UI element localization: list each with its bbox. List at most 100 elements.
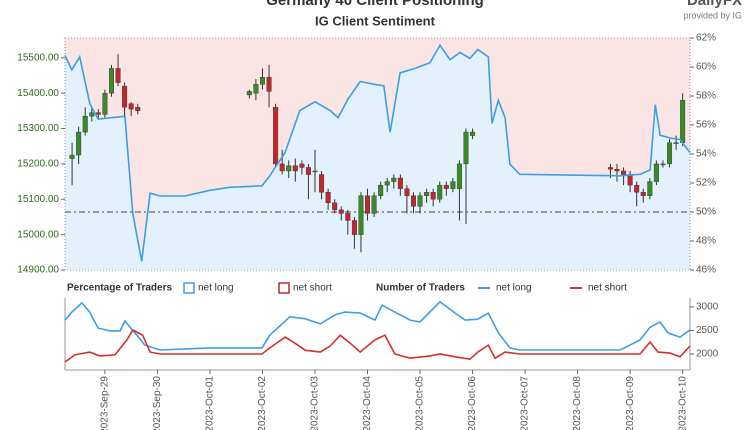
candle-body xyxy=(417,195,423,207)
candle-body xyxy=(378,184,384,196)
y2-tick-label: 58% xyxy=(696,91,716,102)
candle-body xyxy=(286,165,292,172)
candle-body xyxy=(338,209,344,214)
candle-body xyxy=(95,112,101,115)
candle-body xyxy=(371,195,377,214)
candle-body xyxy=(653,163,659,182)
y2-tick-label: 62% xyxy=(696,33,716,44)
y-tick-label: 15500.00 xyxy=(17,52,59,63)
x-tick-label: 2023-Oct-10 xyxy=(677,376,688,430)
legend-title: Percentage of Traders xyxy=(67,283,172,294)
x-tick-label: 2023-Oct-05 xyxy=(415,376,426,430)
legend-label: net long xyxy=(496,283,532,294)
candle-body xyxy=(115,68,121,83)
candle-body xyxy=(680,100,686,143)
candle-body xyxy=(424,191,430,196)
candle-body xyxy=(351,220,357,235)
candle-body xyxy=(89,112,95,117)
candle-body xyxy=(430,191,436,200)
legend-label: net long xyxy=(198,283,234,294)
candle-body xyxy=(76,131,82,156)
x-tick-label: 2023-Oct-03 xyxy=(310,376,321,430)
legend-label: net short xyxy=(588,283,627,294)
candle-body xyxy=(273,107,279,165)
candle-body xyxy=(456,163,462,189)
x-tick-label: 2023-Oct-08 xyxy=(572,376,583,430)
y2-tick-label: 48% xyxy=(696,236,716,247)
brand-note: provided by IG xyxy=(683,10,742,20)
y-tick-label: 15300.00 xyxy=(17,123,59,134)
candle-body xyxy=(325,191,331,204)
candle-body xyxy=(614,169,620,172)
y2-tick-label: 46% xyxy=(696,265,716,276)
candle-body xyxy=(397,177,403,189)
candle-body xyxy=(305,167,311,175)
candle-body xyxy=(312,170,318,173)
candle-body xyxy=(259,77,265,85)
candle-body xyxy=(122,85,128,108)
y-tick-label: 15400.00 xyxy=(17,88,59,99)
y-tick-label: 15000.00 xyxy=(17,229,59,240)
y-tick-label: 15200.00 xyxy=(17,159,59,170)
x-tick-label: 2023-Oct-09 xyxy=(625,376,636,430)
candle-body xyxy=(332,202,338,211)
candle-body xyxy=(627,174,633,186)
x-tick-label: 2023-Sep-29 xyxy=(100,376,111,430)
candle-body xyxy=(292,165,298,172)
candle-body xyxy=(365,195,371,214)
legend-swatch xyxy=(183,282,195,294)
candle-body xyxy=(667,142,673,165)
candle-body xyxy=(69,154,75,159)
candle-body xyxy=(358,195,364,235)
candle-body xyxy=(673,142,679,144)
candle-body xyxy=(607,167,613,170)
candle-body xyxy=(135,107,141,112)
y-tick-label: 2500 xyxy=(696,325,719,336)
candle-body xyxy=(391,177,397,182)
legend-title: Number of Traders xyxy=(376,283,465,294)
candle-body xyxy=(640,191,646,196)
candle-body xyxy=(621,170,627,175)
series-line xyxy=(64,328,691,363)
candle-body xyxy=(463,131,469,165)
y2-tick-label: 56% xyxy=(696,120,716,131)
candle-body xyxy=(345,213,351,221)
chart-title: Germany 40 Client Positioning xyxy=(266,0,484,9)
legend-swatch xyxy=(278,282,290,294)
x-tick-label: 2023-Oct-01 xyxy=(205,376,216,430)
candle-body xyxy=(108,68,114,94)
y2-tick-label: 52% xyxy=(696,178,716,189)
x-tick-label: 2023-Oct-02 xyxy=(257,376,268,430)
candle-body xyxy=(404,188,410,196)
candle-body xyxy=(299,163,305,168)
candle-body xyxy=(128,103,134,110)
x-tick-label: 2023-Sep-30 xyxy=(152,376,163,430)
candle-body xyxy=(443,184,449,189)
y2-tick-label: 54% xyxy=(696,149,716,160)
candle-body xyxy=(266,77,272,92)
candle-body xyxy=(253,84,259,94)
candle-body xyxy=(384,181,390,186)
candle-body xyxy=(660,163,666,166)
y-tick-label: 3000 xyxy=(696,302,719,313)
y-tick-label: 2000 xyxy=(696,349,719,360)
x-tick-label: 2023-Oct-06 xyxy=(467,376,478,430)
candle-body xyxy=(410,195,416,207)
candle-body xyxy=(82,115,88,133)
y-tick-label: 14900.00 xyxy=(17,265,59,276)
brand: DailyFX xyxy=(687,0,742,9)
candle-body xyxy=(102,92,108,115)
y-tick-label: 15100.00 xyxy=(17,194,59,205)
y2-tick-label: 60% xyxy=(696,62,716,73)
x-tick-label: 2023-Oct-07 xyxy=(520,376,531,430)
chart-subtitle: IG Client Sentiment xyxy=(315,13,436,28)
candle-body xyxy=(470,131,476,136)
candle-body xyxy=(450,181,456,189)
x-tick-label: 2023-Oct-04 xyxy=(362,376,373,430)
legend-label: net short xyxy=(293,283,332,294)
candle-body xyxy=(246,91,252,96)
candle-body xyxy=(319,174,325,193)
y2-tick-label: 50% xyxy=(696,207,716,218)
